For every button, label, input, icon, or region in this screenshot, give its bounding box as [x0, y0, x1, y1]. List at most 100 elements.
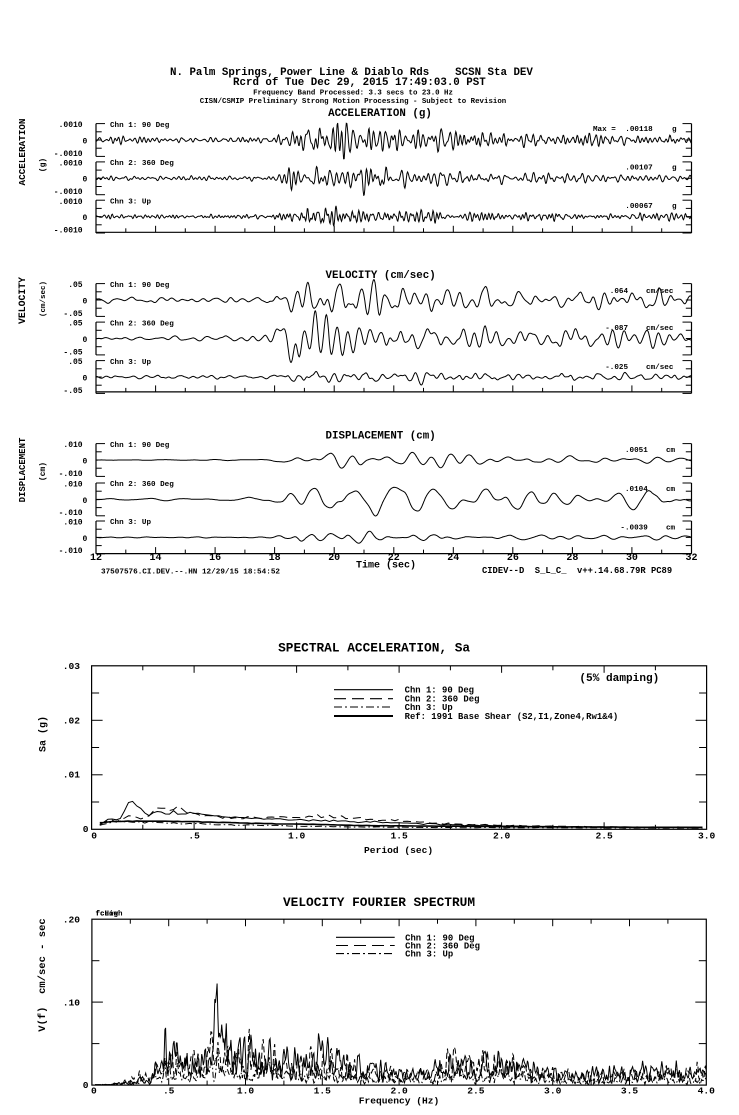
svg-text:26: 26: [507, 553, 519, 564]
svg-text:0: 0: [82, 336, 87, 345]
svg-text:cm: cm: [666, 447, 676, 455]
svg-text:.010: .010: [63, 519, 82, 528]
svg-text:ACCELERATION: ACCELERATION: [17, 119, 28, 186]
svg-text:2.5: 2.5: [467, 1086, 485, 1097]
svg-text:-.025: -.025: [605, 364, 628, 372]
svg-text:Chn 3: Up: Chn 3: Up: [110, 198, 151, 206]
svg-text:.010: .010: [63, 441, 82, 450]
svg-text:Chn 3: Up: Chn 3: Up: [110, 519, 151, 527]
svg-text:g: g: [672, 165, 677, 173]
svg-text:(g): (g): [39, 158, 48, 172]
svg-text:.00067: .00067: [625, 203, 653, 211]
svg-text:(cm/sec): (cm/sec): [40, 281, 48, 317]
svg-text:30: 30: [626, 553, 638, 564]
svg-text:cm/sec: cm/sec: [646, 364, 674, 372]
svg-text:28: 28: [566, 553, 578, 564]
svg-text:Sa (g): Sa (g): [38, 716, 50, 752]
svg-text:.05: .05: [68, 358, 83, 367]
svg-text:fcLow: fcLow: [96, 911, 119, 919]
svg-text:37507576.CI.DEV.--.HN 12/29/15: 37507576.CI.DEV.--.HN 12/29/15 18:54:52: [101, 568, 280, 576]
svg-text:CISN/CSMIP Preliminary Strong: CISN/CSMIP Preliminary Strong Motion Pro…: [200, 98, 506, 106]
svg-text:-.010: -.010: [59, 470, 83, 479]
svg-text:-.0010: -.0010: [54, 226, 83, 235]
svg-text:cm: cm: [666, 486, 676, 494]
svg-text:0: 0: [82, 137, 87, 146]
svg-text:1.0: 1.0: [237, 1086, 255, 1097]
svg-text:-.010: -.010: [59, 509, 83, 518]
svg-text:Period (sec): Period (sec): [364, 845, 433, 856]
svg-text:.02: .02: [63, 715, 81, 726]
svg-text:24: 24: [447, 553, 459, 564]
svg-text:VELOCITY FOURIER SPECTRUM: VELOCITY FOURIER SPECTRUM: [283, 895, 475, 910]
svg-text:.03: .03: [63, 661, 81, 672]
svg-text:.20: .20: [63, 915, 81, 926]
svg-text:cm/sec: cm/sec: [646, 325, 674, 333]
svg-text:.0010: .0010: [59, 121, 83, 130]
svg-text:.0010: .0010: [59, 198, 83, 207]
svg-text:3.0: 3.0: [698, 831, 716, 842]
svg-text:Chn 2: 360 Deg: Chn 2: 360 Deg: [110, 160, 174, 168]
svg-text:.010: .010: [63, 481, 82, 490]
svg-text:22: 22: [388, 553, 400, 564]
svg-text:Time (sec): Time (sec): [356, 560, 416, 572]
svg-text:-.05: -.05: [63, 310, 82, 319]
svg-text:Chn 1: 90 Deg: Chn 1: 90 Deg: [405, 933, 474, 943]
svg-text:(5% damping): (5% damping): [579, 673, 659, 685]
svg-text:Rcrd of Tue Dec 29, 2015 17:49: Rcrd of Tue Dec 29, 2015 17:49:03.0 PST: [233, 77, 486, 89]
svg-text:g: g: [672, 203, 677, 211]
svg-text:Chn 1: 90 Deg: Chn 1: 90 Deg: [110, 442, 170, 450]
svg-text:.01: .01: [63, 770, 81, 781]
svg-text:Chn 1: 90 Deg: Chn 1: 90 Deg: [405, 686, 474, 696]
svg-text:32: 32: [686, 553, 698, 564]
svg-text:1.0: 1.0: [288, 831, 306, 842]
svg-text:Frequency (Hz): Frequency (Hz): [359, 1096, 440, 1107]
svg-text:4.0: 4.0: [698, 1086, 716, 1097]
svg-text:20: 20: [328, 553, 340, 564]
svg-text:Max =: Max =: [593, 126, 616, 134]
svg-text:Chn 1: 90 Deg: Chn 1: 90 Deg: [110, 122, 170, 130]
svg-text:0: 0: [83, 1080, 89, 1091]
svg-text:DISPLACEMENT: DISPLACEMENT: [18, 437, 28, 502]
svg-text:ACCELERATION (g): ACCELERATION (g): [328, 108, 432, 120]
svg-text:-.0010: -.0010: [54, 188, 83, 197]
svg-text:2.0: 2.0: [390, 1086, 408, 1097]
svg-text:.0051: .0051: [625, 447, 648, 455]
svg-text:3.5: 3.5: [621, 1086, 639, 1097]
svg-text:.5: .5: [163, 1086, 175, 1097]
svg-text:0: 0: [91, 831, 97, 842]
svg-text:1.5: 1.5: [390, 831, 408, 842]
svg-text:14: 14: [150, 553, 162, 564]
svg-text:Chn 3: Up: Chn 3: Up: [405, 703, 453, 713]
svg-text:Chn 2: 360 Deg: Chn 2: 360 Deg: [110, 481, 174, 489]
svg-text:.00118: .00118: [625, 126, 653, 134]
svg-text:-.0010: -.0010: [54, 150, 83, 159]
svg-text:(cm): (cm): [39, 462, 48, 481]
svg-text:0: 0: [82, 535, 87, 544]
svg-text:Chn 2: 360 Deg: Chn 2: 360 Deg: [405, 695, 480, 705]
svg-text:cm/sec: cm/sec: [646, 288, 674, 296]
svg-text:Chn 3: Up: Chn 3: Up: [110, 359, 151, 367]
svg-text:Frequency Band Processed: 3.3: Frequency Band Processed: 3.3 secs to 23…: [253, 89, 453, 97]
svg-text:1.5: 1.5: [314, 1086, 332, 1097]
svg-text:Chn 2: 360 Deg: Chn 2: 360 Deg: [405, 942, 480, 952]
svg-text:.0104: .0104: [625, 486, 648, 494]
svg-text:3.0: 3.0: [544, 1086, 562, 1097]
svg-text:.10: .10: [63, 997, 81, 1008]
svg-text:0: 0: [91, 1086, 97, 1097]
svg-text:0: 0: [82, 374, 87, 383]
svg-text:16: 16: [209, 553, 221, 564]
svg-text:18: 18: [269, 553, 281, 564]
svg-text:2.5: 2.5: [595, 831, 613, 842]
svg-text:-.05: -.05: [63, 348, 82, 357]
svg-text:12: 12: [90, 553, 102, 564]
svg-text:SPECTRAL ACCELERATION, Sa: SPECTRAL ACCELERATION, Sa: [278, 640, 470, 655]
svg-text:0: 0: [82, 297, 87, 306]
svg-text:0: 0: [82, 457, 87, 466]
svg-text:.05: .05: [68, 320, 83, 329]
svg-text:0: 0: [82, 176, 87, 185]
svg-text:cm: cm: [666, 524, 676, 532]
svg-text:0: 0: [82, 214, 87, 223]
svg-text:-.05: -.05: [63, 387, 82, 396]
svg-text:Ref: 1991 Base Shear (S2,I1,Zo: Ref: 1991 Base Shear (S2,I1,Zone4,Rw1&4): [405, 712, 619, 722]
svg-text:N. Palm Springs, Power Line &: N. Palm Springs, Power Line & Diablo Rds…: [170, 67, 533, 79]
